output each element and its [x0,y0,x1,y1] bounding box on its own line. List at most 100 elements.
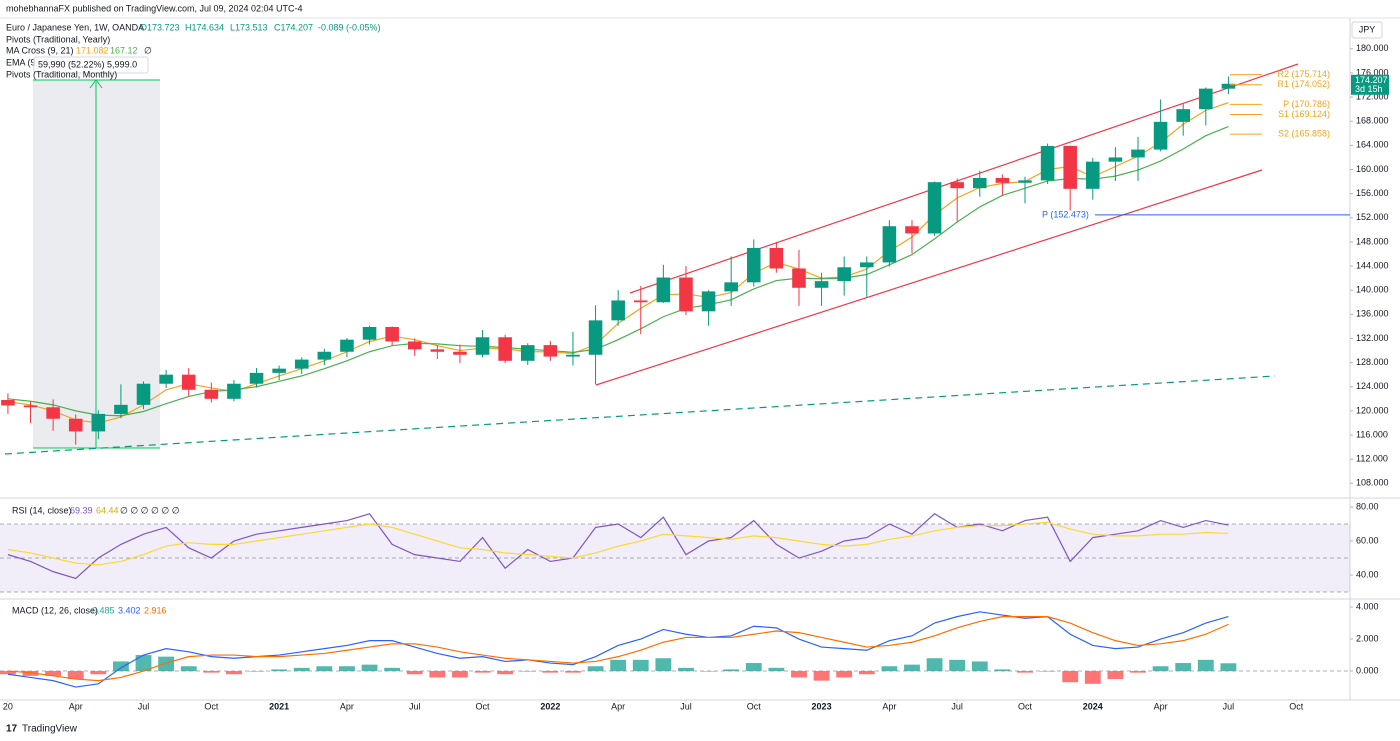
histogram-bar [813,671,830,681]
x-tick-label: Oct [1018,701,1033,711]
y-tick-label: 120.000 [1356,405,1389,415]
histogram-bar [384,667,401,672]
candle-body [724,282,738,292]
x-tick-label: Oct [204,701,219,711]
pane-value: 3.402 [118,605,141,615]
x-tick-label: Apr [1154,701,1168,711]
x-tick-label: Jul [138,701,150,711]
histogram-bar [904,664,920,672]
x-tick-label: 20 [3,701,13,711]
x-tick-label: Apr [340,701,354,711]
candle-body [294,359,309,369]
pivot-label: R2 (175.714) [1277,69,1330,79]
legend-pivots-monthly[interactable]: Pivots (Traditional, Monthly) [6,69,117,79]
footer-brand: TradingView [22,724,78,735]
y-tick-label: 108.000 [1356,478,1389,488]
histogram-bar [293,667,310,672]
pane-value: 2.916 [144,605,167,615]
line [7,513,1229,580]
histogram-bar [949,659,966,672]
candle-body [1176,109,1190,122]
candle-body [317,351,332,360]
y-tick-label: 160.000 [1356,164,1389,174]
histogram-bar [67,671,84,680]
candle-body [927,182,942,234]
y-tick-label: 80.00 [1356,501,1379,511]
pivot-label: P (170.786) [1283,99,1330,109]
histogram-bar [1152,666,1169,672]
histogram-bar [361,664,378,672]
legend-low: L173.513 [230,22,268,32]
pane-value: 69.39 [70,505,93,515]
histogram-bar [632,659,649,672]
histogram-bar [745,663,762,672]
y-tick-label: 60.00 [1356,535,1379,545]
y-tick-label: 168.000 [1356,116,1389,126]
histogram-bar [519,671,536,672]
channel-upper[interactable] [629,63,1299,294]
histogram-bar [203,671,220,673]
candle-body [1086,161,1100,189]
candle-body [633,300,648,303]
y-tick-label: 148.000 [1356,236,1389,246]
y-tick-label: 172.000 [1356,91,1389,101]
y-tick-label: 140.000 [1356,285,1389,295]
histogram-bar [1130,671,1146,673]
histogram-bar [406,671,423,675]
candle-body [973,177,987,189]
candle-body [453,351,467,355]
candle-body [498,337,512,361]
x-tick-label: Jul [680,701,692,711]
candle-body [1063,145,1077,189]
x-tick-label: Apr [611,701,625,711]
histogram-bar [452,671,468,678]
legend-high: H174.634 [185,22,224,32]
histogram-bar [1175,663,1192,672]
last-price: 174.207 [1355,75,1388,85]
channel-lower[interactable] [595,169,1263,386]
pane-extra: ∅ ∅ ∅ ∅ ∅ ∅ [120,505,180,515]
y-tick-label: 152.000 [1356,212,1389,222]
y-tick-label: 164.000 [1356,140,1389,150]
y-tick-label: 124.000 [1356,381,1389,391]
x-tick-label: Jul [409,701,421,711]
legend-ma-cross[interactable]: MA Cross (9, 21) [6,45,74,55]
x-tick-label: Apr [882,701,896,711]
candle-body [1199,88,1213,110]
candle-body [701,291,716,312]
candle-body [950,182,964,189]
candle-body [995,177,1010,183]
footer-logo: 17 [6,724,18,735]
candle-body [91,413,106,432]
x-tick-label: Jul [951,701,963,711]
legend-pivots-yearly[interactable]: Pivots (Traditional, Yearly) [6,34,110,44]
legend-symbol[interactable]: Euro / Japanese Yen, 1W, OANDA [6,22,144,32]
histogram-bar [1197,659,1214,672]
x-tick-label: Oct [747,701,762,711]
currency-box[interactable] [1351,21,1383,39]
candle-body [46,407,60,419]
histogram-bar [858,671,875,675]
y-tick-label: 112.000 [1356,454,1388,464]
candle-body [227,383,241,399]
candle-body [543,345,558,357]
last-price-box [1351,74,1389,95]
y-tick-label: 128.000 [1356,357,1389,367]
x-tick-label: 2023 [812,701,832,711]
trend-line[interactable] [4,375,1276,455]
y-tick-label: 144.000 [1356,260,1389,270]
candle-body [769,247,784,269]
histogram-bar [768,667,785,672]
histogram-bar [180,666,197,672]
candle-body [1131,149,1145,158]
y-tick-label: 156.000 [1356,188,1389,198]
histogram-bar [700,671,717,672]
y-tick-label: 116.000 [1356,429,1388,439]
candle-body [136,383,151,405]
candle-body [385,327,399,342]
histogram-bar [791,671,807,678]
y-tick-label: 176.000 [1356,67,1389,77]
legend-close: C174.207 [274,22,313,32]
x-tick-label: Apr [69,701,83,711]
candle-body [475,337,490,355]
